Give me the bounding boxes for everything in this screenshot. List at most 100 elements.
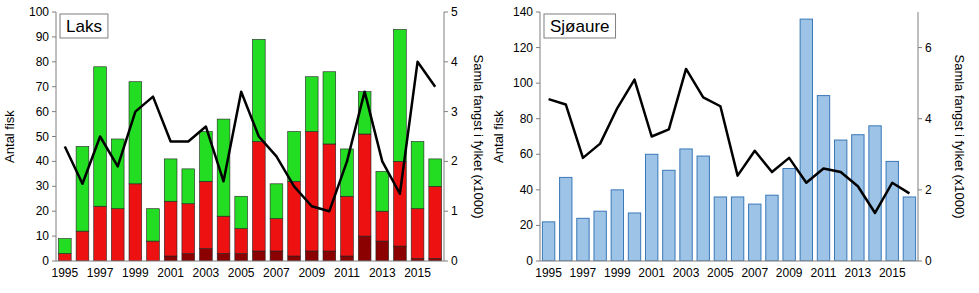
y2-tick [444,111,448,112]
y2-axis-label: Samla fangst i fylket (x1000) [471,54,486,218]
title-frame [544,14,616,38]
y2-tick [444,211,448,212]
title-box: Sjøaure [544,14,616,38]
y-tick [52,236,56,237]
bar [731,197,743,261]
bar [235,196,248,228]
bar [76,146,89,231]
bar [394,29,407,161]
y-tick [536,261,540,262]
bar [58,239,71,254]
y-tick [52,61,56,62]
y2-axis-label: Samla fangst i fylket (x1000) [952,54,967,218]
bar [129,184,142,261]
y-tick-label: 120 [513,41,533,55]
bar [217,254,230,261]
bar [323,72,336,144]
x-tick-label: 1995 [51,266,78,280]
bar [697,156,709,261]
bar [376,171,389,211]
x-axis [56,261,444,262]
y-tick-label: 80 [36,55,50,69]
y-tick [536,83,540,84]
bar [542,222,554,261]
y2-tick-label: 4 [925,112,932,126]
x-tick-label: 1999 [604,266,631,280]
bar [235,254,248,261]
bar [394,161,407,246]
bar [288,256,301,261]
y-tick-label: 100 [29,5,49,19]
bar [429,159,442,186]
line [549,69,910,213]
y-tick-label: 40 [36,154,50,168]
bar [270,219,283,251]
bar [358,236,371,261]
y-tick [536,189,540,190]
bar [852,135,864,261]
y2-tick [444,61,448,62]
bar [628,213,640,261]
x-tick-label: 2001 [157,266,184,280]
line [65,62,435,211]
bar [270,184,283,219]
bar [411,141,424,208]
x-tick-label: 2007 [741,266,768,280]
y-tick [52,111,56,112]
x-tick-label: 2003 [193,266,220,280]
y2-axis [444,12,445,261]
title: Sjøaure [550,17,610,36]
bar [869,126,881,261]
bar [182,254,195,261]
x-tick-label: 2009 [298,266,325,280]
x-tick-label: 2015 [879,266,906,280]
y2-axis [918,12,919,261]
x-tick-label: 1999 [122,266,149,280]
chart: 0102030405060708090100012345199519971999… [2,5,486,280]
bar [429,186,442,258]
bar [200,249,213,261]
bar [594,211,606,261]
y2-tick [444,261,448,262]
y-tick [52,36,56,37]
y-tick [536,12,540,13]
bar [323,251,336,261]
bar [560,177,572,261]
title-box: Laks [60,14,108,38]
y-tick [52,211,56,212]
y-tick-label: 20 [520,218,534,232]
bar [305,132,318,252]
y2-tick [444,161,448,162]
y-axis-label: Antal fisk [491,110,506,163]
y-tick-label: 100 [513,76,533,90]
y-tick-label: 0 [526,254,533,268]
y-tick [52,86,56,87]
bar [164,256,177,261]
y-tick [52,161,56,162]
y-axis-label: Antal fisk [2,110,17,163]
bar [305,77,318,132]
bar [252,251,265,261]
bar [817,96,829,261]
x-axis [540,261,918,262]
y2-tick [918,261,922,262]
bar [305,251,318,261]
y-tick [536,225,540,226]
y2-tick-label: 0 [925,254,932,268]
bar [76,231,89,261]
bar [411,209,424,259]
bar [182,204,195,254]
y2-tick-label: 6 [925,41,932,55]
y-tick [536,154,540,155]
y2-tick [918,189,922,190]
chart: 0204060801001201400246199519971999200120… [491,5,967,280]
y2-tick-label: 3 [451,105,458,119]
y-tick-label: 90 [36,30,50,44]
y-tick-label: 70 [36,80,50,94]
x-tick-label: 2011 [811,266,837,280]
bar [376,211,389,241]
bar [252,141,265,251]
bar [680,149,692,261]
y-axis [540,12,541,261]
y-tick [52,261,56,262]
